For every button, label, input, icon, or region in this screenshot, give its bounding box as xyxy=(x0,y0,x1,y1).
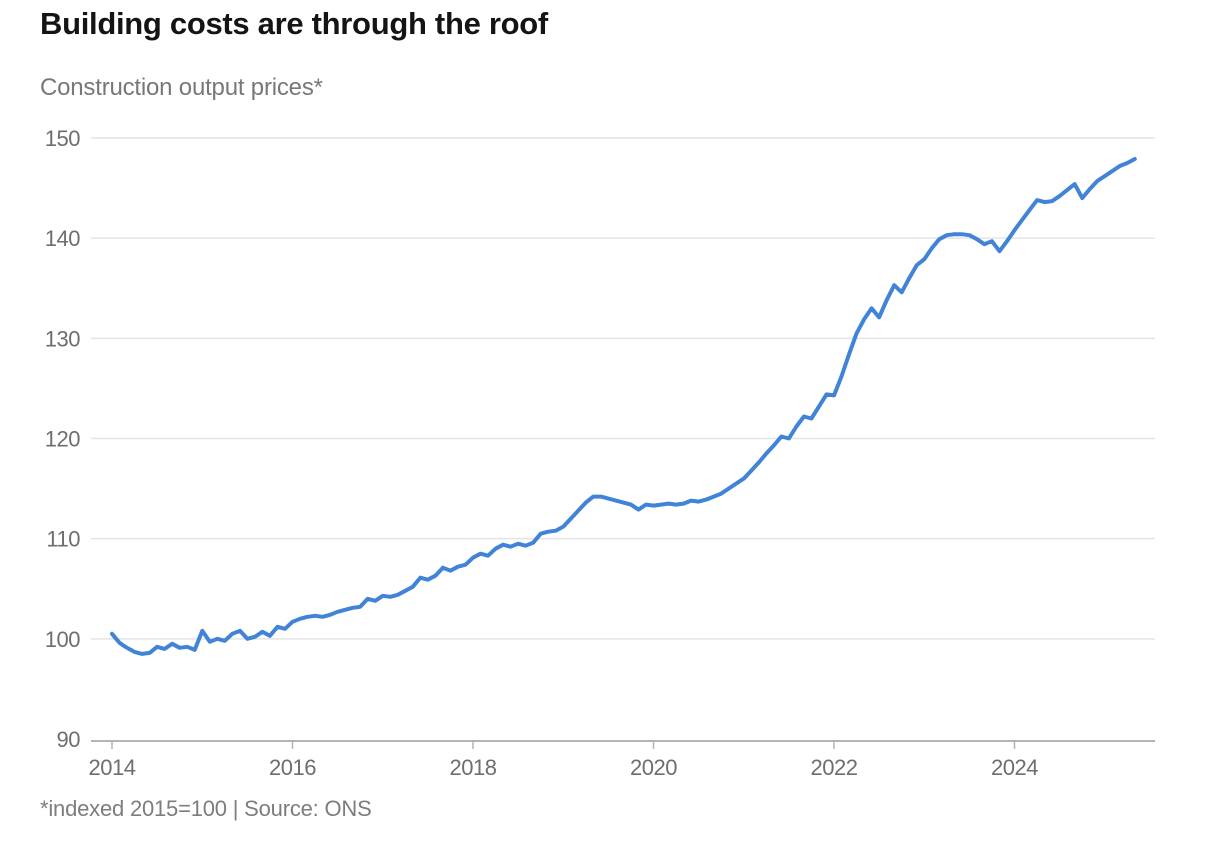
y-axis-labels: 90 100 110 120 130 140 150 xyxy=(45,126,81,752)
y-axis-label: 150 xyxy=(45,126,80,151)
y-axis-label: 100 xyxy=(45,627,80,652)
chart-subtitle: Construction output prices* xyxy=(40,74,323,101)
series-line xyxy=(110,157,1137,656)
chart-footnote: *indexed 2015=100 | Source: ONS xyxy=(40,796,372,821)
y-axis-label: 90 xyxy=(57,727,81,752)
x-axis-label: 2018 xyxy=(450,755,497,780)
y-axis-label: 120 xyxy=(45,427,80,452)
x-axis-label: 2016 xyxy=(269,755,316,780)
x-axis-label: 2014 xyxy=(89,755,136,780)
price-index-line xyxy=(110,157,1137,656)
y-gridlines xyxy=(91,137,1155,742)
x-axis-label: 2024 xyxy=(991,755,1038,780)
x-axis-label: 2022 xyxy=(811,755,858,780)
chart-title: Building costs are through the roof xyxy=(40,6,548,41)
y-axis-label: 110 xyxy=(46,527,80,552)
x-axis-ticks xyxy=(111,740,1016,749)
y-axis-label: 130 xyxy=(45,326,80,351)
y-axis-label: 140 xyxy=(45,226,80,251)
x-axis-label: 2020 xyxy=(630,755,677,780)
x-axis-labels: 2014 2016 2018 2020 2022 2024 xyxy=(89,755,1039,780)
